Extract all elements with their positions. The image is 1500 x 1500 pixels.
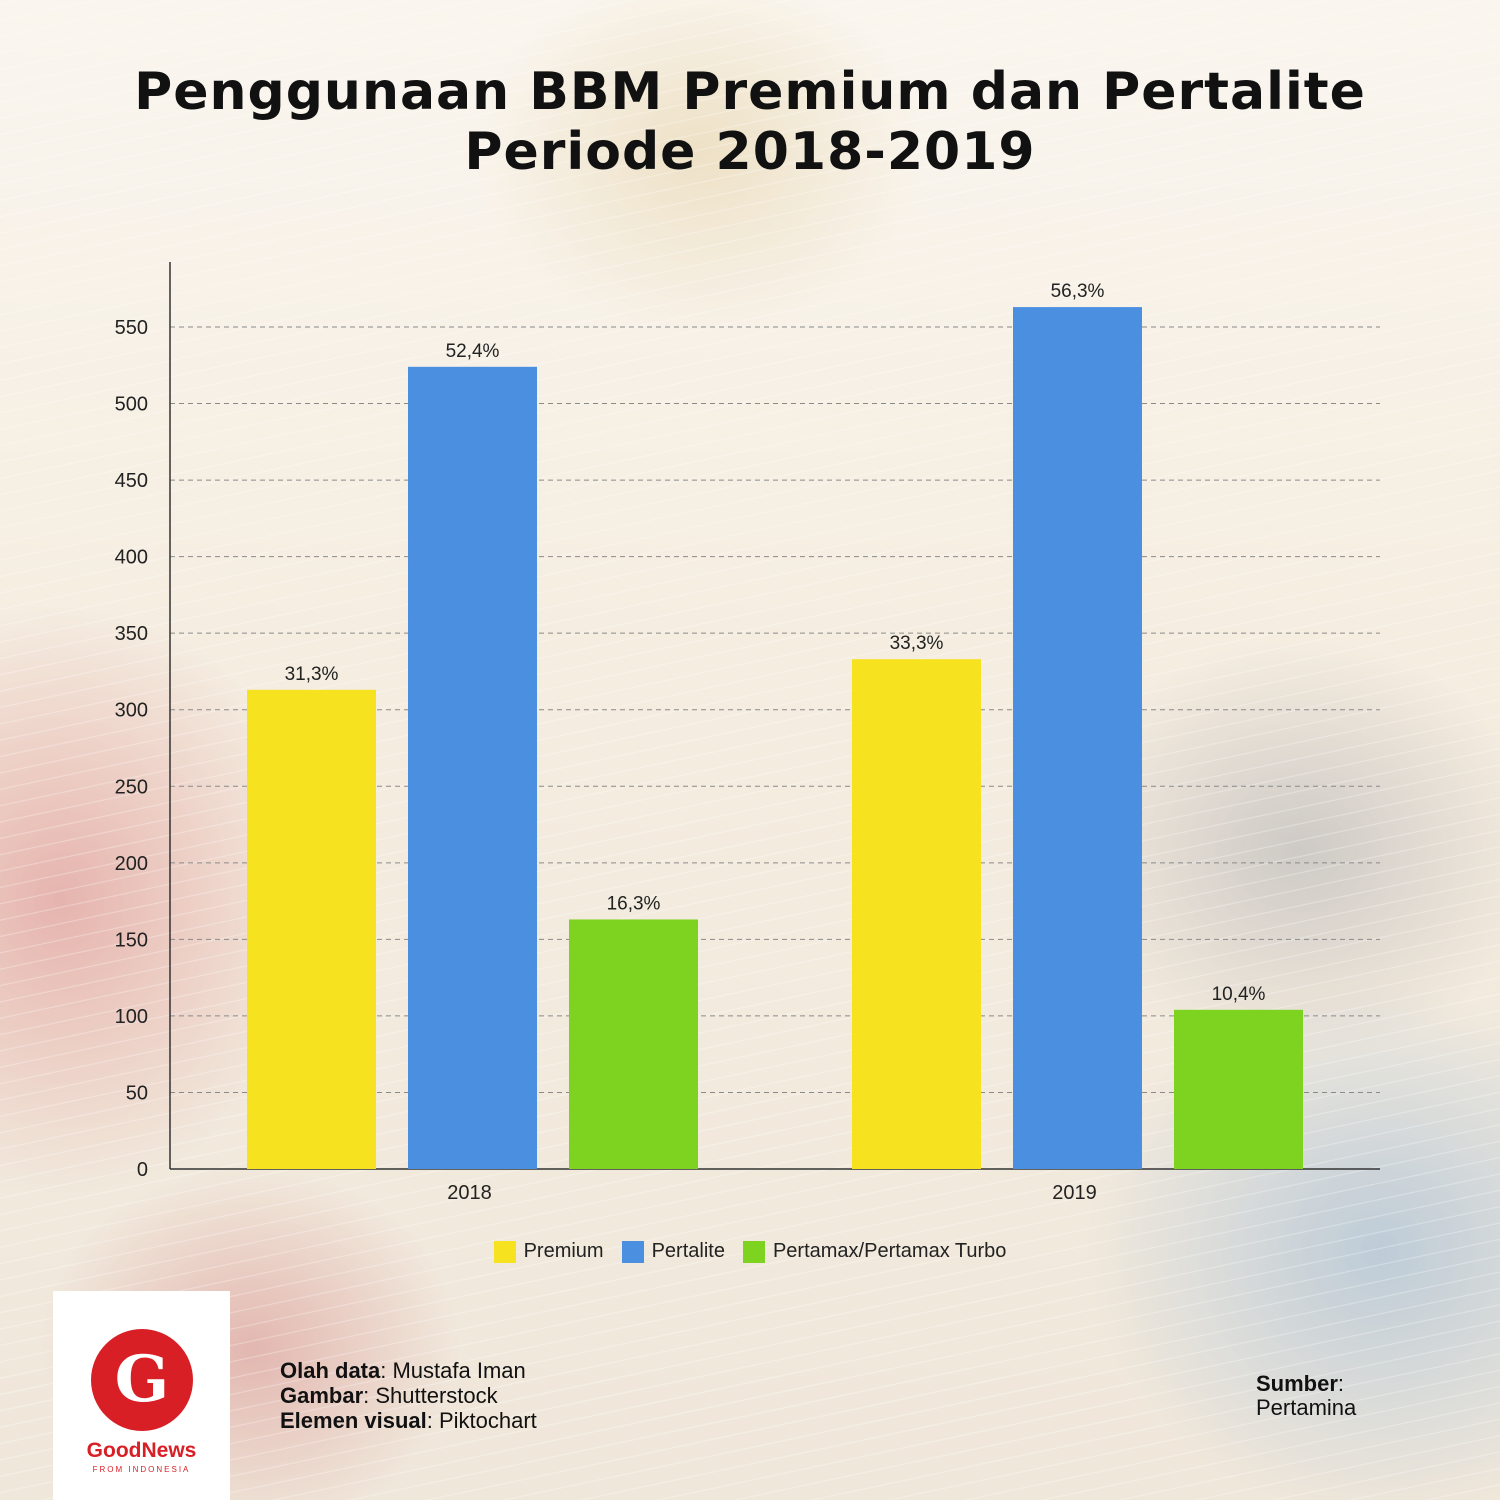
y-tick-label: 500 (115, 394, 148, 416)
credits: Olah data: Mustafa Iman Gambar: Shutters… (280, 1358, 537, 1433)
chart-title: Penggunaan BBM Premium dan Pertalite Per… (0, 62, 1500, 182)
y-tick-label: 0 (137, 1159, 148, 1181)
data-label: 52,4% (446, 341, 500, 362)
goodnews-logo: G GoodNews FROM INDONESIA (53, 1291, 230, 1500)
y-tick-label: 350 (115, 623, 148, 645)
y-tick-label: 200 (115, 853, 148, 875)
legend-swatch (742, 1240, 765, 1263)
legend-swatch (493, 1240, 516, 1263)
y-tick-label: 400 (115, 547, 148, 569)
legend-item: Pertamax/Pertamax Turbo (742, 1240, 1007, 1263)
bar (1174, 1009, 1303, 1169)
bar (569, 919, 698, 1169)
chart-title-line1: Penggunaan BBM Premium dan Pertalite (134, 62, 1366, 122)
chart-legend: Premium Pertalite Pertamax/Pertamax Turbo (0, 1240, 1500, 1263)
bar (852, 659, 981, 1169)
legend-label: Pertalite (651, 1240, 725, 1262)
data-label: 33,3% (890, 633, 944, 654)
y-tick-label: 150 (115, 929, 148, 951)
logo-subtitle: FROM INDONESIA (92, 1465, 191, 1474)
bar (1013, 307, 1142, 1170)
credit-data: Olah data: Mustafa Iman (280, 1358, 526, 1383)
logo-name: GoodNews (86, 1439, 197, 1462)
y-tick-label: 100 (115, 1006, 148, 1028)
x-tick-label: 2019 (1052, 1182, 1097, 1204)
y-tick-label: 50 (126, 1082, 148, 1104)
y-tick-label: 300 (115, 700, 148, 722)
source-note: Sumber: Pertamina (1256, 1371, 1357, 1420)
legend-item: Premium (493, 1240, 604, 1263)
data-label: 56,3% (1051, 281, 1105, 302)
bar (247, 689, 376, 1169)
credit-visual: Elemen visual: Piktochart (280, 1408, 537, 1433)
y-tick-label: 250 (115, 776, 148, 798)
bar (408, 366, 537, 1169)
data-label: 16,3% (607, 893, 661, 914)
data-label: 10,4% (1212, 984, 1266, 1005)
legend-item: Pertalite (621, 1240, 725, 1263)
legend-label: Premium (523, 1240, 604, 1262)
legend-label: Pertamax/Pertamax Turbo (772, 1240, 1007, 1262)
legend-swatch (621, 1240, 644, 1263)
data-label: 31,3% (285, 664, 339, 685)
credit-image: Gambar: Shutterstock (280, 1383, 498, 1408)
chart-title-line2: Periode 2018-2019 (464, 122, 1036, 182)
y-tick-label: 450 (115, 470, 148, 492)
garuda-emblem-icon: G (91, 1329, 193, 1431)
y-tick-label: 550 (115, 317, 148, 339)
x-tick-label: 2018 (447, 1182, 492, 1204)
